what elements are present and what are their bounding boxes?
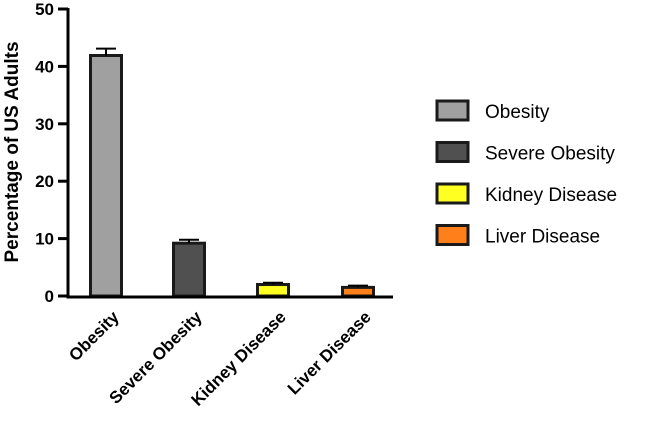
y-tick-label: 20 (35, 172, 54, 191)
y-ticks-group: 0 10 20 30 40 50 (35, 0, 68, 306)
error-bars-group (96, 47, 368, 288)
legend-label: Kidney Disease (485, 185, 617, 206)
legend-label: Liver Disease (485, 227, 600, 248)
legend-label: Obesity (485, 102, 550, 123)
axes-group (66, 8, 393, 299)
bar-kidney-disease (256, 283, 290, 298)
legend-swatch (435, 224, 470, 246)
bar-liver-disease (341, 285, 375, 298)
legend-label: Severe Obesity (485, 144, 615, 165)
y-tick-label: 0 (45, 287, 54, 306)
y-tick-label: 50 (35, 0, 54, 19)
bar-obesity (89, 53, 123, 298)
y-axis-label: Percentage of US Adults (2, 41, 23, 262)
legend: Obesity Severe Obesity Kidney Disease Liver… (435, 99, 617, 248)
x-category-label: Liver Disease (284, 307, 375, 398)
bar-severe-obesity (172, 241, 206, 298)
legend-swatch (435, 182, 470, 205)
legend-swatch (435, 141, 470, 163)
legend-swatch (435, 99, 470, 122)
bars-group (89, 53, 375, 298)
y-tick-label: 10 (35, 230, 54, 249)
x-category-label: Obesity (65, 307, 123, 365)
y-tick-label: 30 (35, 115, 54, 134)
y-tick-label: 40 (35, 57, 54, 76)
